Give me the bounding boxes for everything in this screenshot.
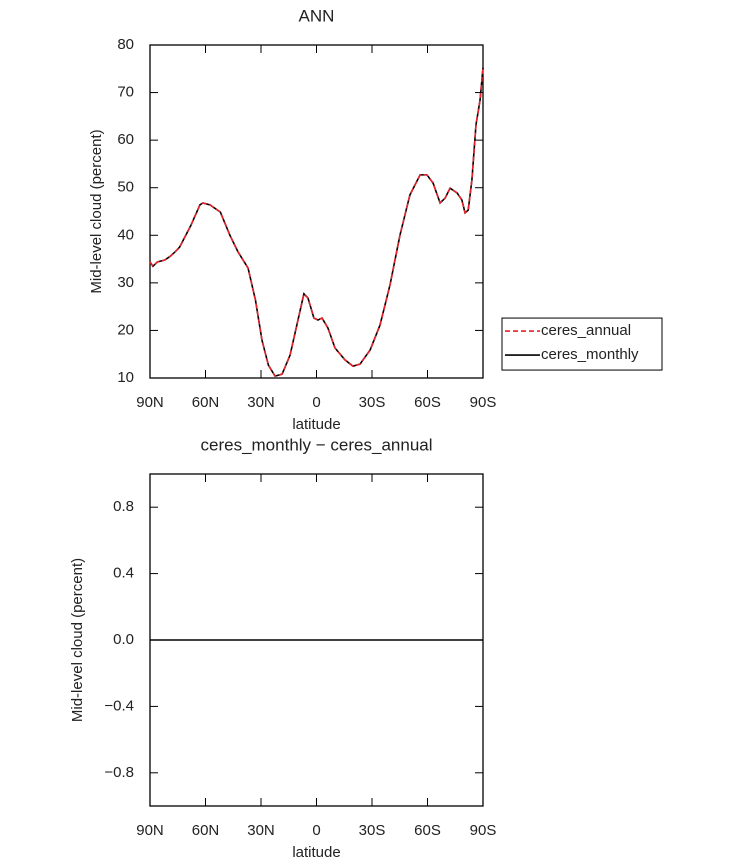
y-tick-label: 30 bbox=[117, 274, 134, 291]
legend-box bbox=[501, 317, 663, 371]
plot-frame bbox=[149, 44, 484, 379]
x-tick-label: 30S bbox=[359, 394, 386, 411]
y-tick-label: 0.0 bbox=[113, 631, 134, 648]
data-line bbox=[149, 67, 484, 378]
x-tick-label: 30N bbox=[247, 394, 275, 411]
y-tick-label: 10 bbox=[117, 369, 134, 386]
x-axis-label: latitude bbox=[292, 416, 340, 433]
x-tick-label: 60N bbox=[192, 394, 220, 411]
x-tick-label: 0 bbox=[312, 822, 320, 839]
x-tick-label: 30N bbox=[247, 822, 275, 839]
y-tick-label: 70 bbox=[117, 84, 134, 101]
chart-title: ANN bbox=[299, 6, 335, 25]
y-tick-label: 0.8 bbox=[113, 498, 134, 515]
x-tick-label: 90N bbox=[136, 394, 164, 411]
x-tick-label: 60S bbox=[414, 394, 441, 411]
x-tick-label: 90S bbox=[470, 394, 497, 411]
y-tick-label: 50 bbox=[117, 179, 134, 196]
y-axis-label: Mid-level cloud (percent) bbox=[69, 558, 86, 722]
x-tick-label: 90N bbox=[136, 822, 164, 839]
y-tick-label: 40 bbox=[117, 226, 134, 243]
chart-title: ceres_monthly − ceres_annual bbox=[201, 435, 433, 454]
y-tick-label: −0.8 bbox=[104, 764, 134, 781]
x-tick-label: 90S bbox=[470, 822, 497, 839]
x-tick-label: 60S bbox=[414, 822, 441, 839]
x-axis-label: latitude bbox=[292, 844, 340, 861]
x-tick-label: 60N bbox=[192, 822, 220, 839]
legend-label: ceres_annual bbox=[541, 322, 631, 339]
x-tick-label: 0 bbox=[312, 394, 320, 411]
legend-label: ceres_monthly bbox=[541, 346, 639, 363]
y-axis-label: Mid-level cloud (percent) bbox=[88, 129, 105, 293]
x-tick-label: 30S bbox=[359, 822, 386, 839]
y-tick-label: 20 bbox=[117, 321, 134, 338]
y-tick-label: −0.4 bbox=[104, 697, 134, 714]
y-tick-label: 60 bbox=[117, 131, 134, 148]
y-tick-label: 80 bbox=[117, 36, 134, 53]
y-tick-label: 0.4 bbox=[113, 565, 134, 582]
data-line bbox=[149, 67, 484, 378]
